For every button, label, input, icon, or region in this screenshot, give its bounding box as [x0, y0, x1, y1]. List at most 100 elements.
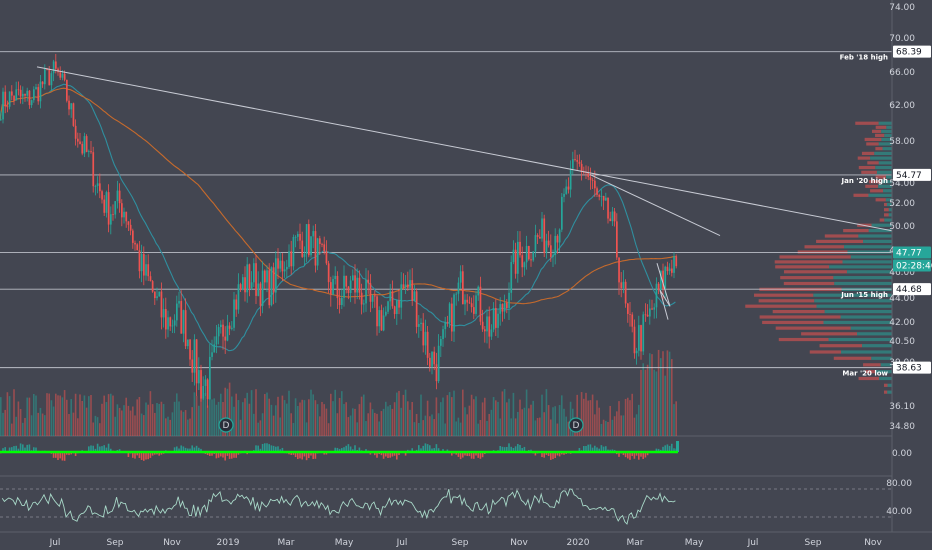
candle-body[interactable]: [136, 244, 139, 251]
candle-body[interactable]: [618, 257, 620, 283]
candle-body[interactable]: [50, 73, 53, 86]
candle-body[interactable]: [99, 183, 101, 192]
candle-body[interactable]: [19, 89, 22, 97]
candle-body[interactable]: [563, 193, 565, 197]
candle-body[interactable]: [248, 264, 251, 289]
candle-body[interactable]: [297, 233, 299, 237]
candle-body[interactable]: [448, 303, 451, 323]
candle-body[interactable]: [644, 314, 647, 316]
candle-body[interactable]: [316, 238, 319, 266]
candle-body[interactable]: [118, 190, 121, 204]
candle-body[interactable]: [534, 235, 537, 252]
candle-body[interactable]: [66, 79, 68, 101]
candle-body[interactable]: [486, 316, 488, 332]
candle-body[interactable]: [123, 211, 125, 218]
candle-body[interactable]: [343, 275, 345, 298]
candle-body[interactable]: [455, 293, 458, 295]
candle-body[interactable]: [583, 172, 585, 173]
candle-body[interactable]: [371, 295, 374, 302]
candle-body[interactable]: [147, 264, 150, 277]
candle-body[interactable]: [325, 251, 328, 264]
candle-body[interactable]: [649, 308, 651, 317]
candle-body[interactable]: [503, 302, 506, 312]
candle-body[interactable]: [541, 218, 543, 239]
candle-body[interactable]: [519, 241, 521, 256]
candle-body[interactable]: [367, 279, 370, 284]
candle-body[interactable]: [310, 236, 312, 256]
candle-body[interactable]: [567, 186, 570, 190]
candle-body[interactable]: [378, 310, 381, 327]
candle-body[interactable]: [59, 72, 62, 78]
candle-body[interactable]: [633, 326, 636, 354]
candle-body[interactable]: [160, 291, 163, 318]
candle-body[interactable]: [242, 277, 244, 290]
candle-body[interactable]: [613, 211, 616, 222]
candle-body[interactable]: [286, 266, 288, 270]
candle-body[interactable]: [85, 136, 88, 152]
candle-body[interactable]: [15, 89, 18, 101]
candle-body[interactable]: [204, 379, 207, 386]
candle-body[interactable]: [572, 159, 574, 169]
candle-body[interactable]: [213, 344, 216, 353]
candle-body[interactable]: [171, 325, 174, 327]
candle-body[interactable]: [330, 282, 332, 295]
candle-body[interactable]: [162, 309, 165, 318]
candle-body[interactable]: [374, 295, 376, 297]
candle-body[interactable]: [202, 385, 205, 399]
candle-body[interactable]: [407, 284, 409, 288]
candle-body[interactable]: [127, 221, 130, 225]
candle-body[interactable]: [26, 90, 29, 96]
candle-body[interactable]: [660, 270, 662, 290]
candle-body[interactable]: [129, 224, 132, 231]
candle-body[interactable]: [574, 159, 576, 160]
candle-body[interactable]: [283, 269, 286, 272]
candle-body[interactable]: [334, 275, 337, 280]
candle-body[interactable]: [552, 255, 554, 257]
candle-body[interactable]: [244, 277, 246, 293]
candle-body[interactable]: [627, 303, 629, 314]
candle-body[interactable]: [523, 262, 526, 268]
candle-body[interactable]: [668, 268, 671, 272]
candle-body[interactable]: [138, 250, 141, 272]
candle-body[interactable]: [580, 163, 583, 173]
candle-body[interactable]: [22, 93, 24, 97]
candle-body[interactable]: [169, 317, 172, 327]
candle-body[interactable]: [550, 245, 552, 257]
candle-body[interactable]: [402, 284, 405, 288]
candle-body[interactable]: [233, 299, 235, 328]
candle-body[interactable]: [506, 302, 508, 309]
candle-body[interactable]: [651, 308, 653, 310]
candle-body[interactable]: [442, 329, 444, 339]
candle-body[interactable]: [657, 283, 660, 290]
candle-body[interactable]: [415, 291, 418, 327]
candle-body[interactable]: [83, 136, 86, 154]
candle-body[interactable]: [528, 246, 530, 260]
candle-body[interactable]: [264, 270, 266, 283]
candle-body[interactable]: [39, 81, 42, 102]
candle-body[interactable]: [35, 87, 37, 90]
candle-body[interactable]: [68, 100, 70, 110]
candle-body[interactable]: [79, 141, 81, 144]
candle-body[interactable]: [609, 218, 612, 222]
candle-body[interactable]: [173, 320, 176, 326]
candle-body[interactable]: [195, 339, 198, 384]
candle-body[interactable]: [600, 196, 603, 197]
candle-body[interactable]: [2, 91, 4, 120]
candle-body[interactable]: [642, 314, 645, 352]
candle-body[interactable]: [411, 280, 414, 301]
candle-body[interactable]: [396, 300, 398, 315]
candle-body[interactable]: [156, 296, 158, 299]
candle-body[interactable]: [92, 152, 95, 187]
candle-body[interactable]: [259, 283, 262, 306]
candle-body[interactable]: [622, 281, 625, 289]
candle-body[interactable]: [598, 194, 601, 197]
candle-body[interactable]: [224, 336, 227, 341]
candle-body[interactable]: [143, 254, 145, 276]
candle-body[interactable]: [323, 244, 326, 252]
candle-body[interactable]: [209, 356, 211, 400]
candle-body[interactable]: [589, 177, 592, 180]
candle-body[interactable]: [281, 260, 284, 272]
candle-body[interactable]: [154, 291, 156, 299]
candle-body[interactable]: [44, 69, 46, 85]
